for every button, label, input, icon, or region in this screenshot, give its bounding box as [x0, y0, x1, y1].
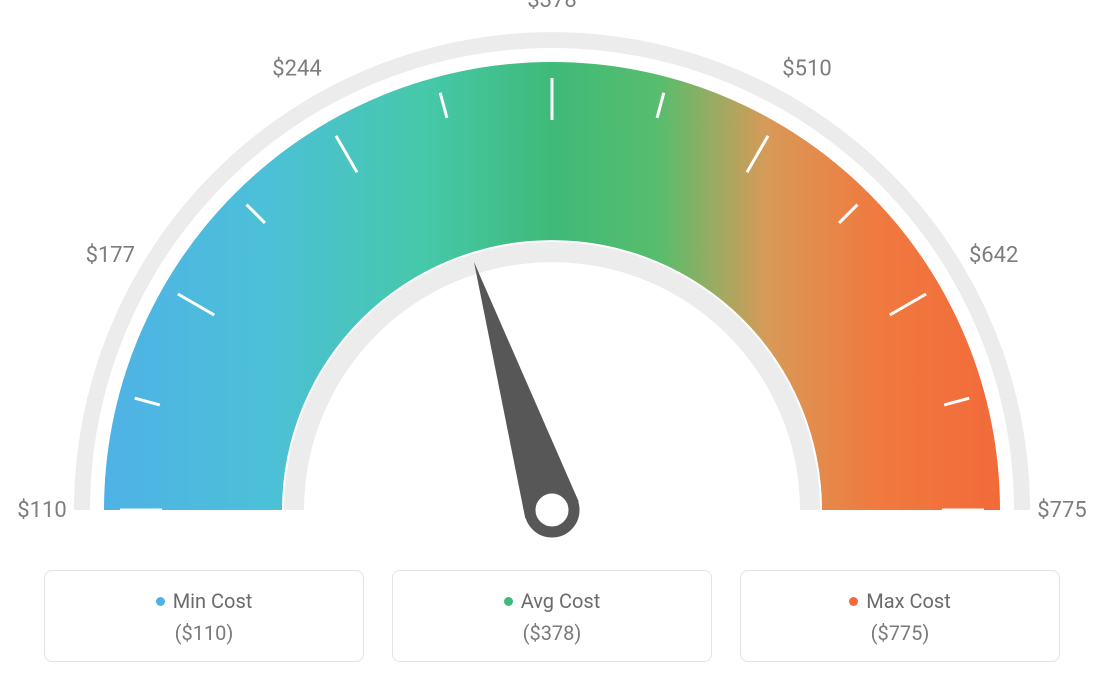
legend-value: ($110) — [55, 621, 353, 645]
legend-card-max-cost: Max Cost ($775) — [740, 570, 1060, 662]
gauge-needle — [474, 262, 579, 518]
legend-label: Avg Cost — [521, 589, 601, 613]
legend-title: Avg Cost — [504, 589, 601, 613]
tick-label: $110 — [17, 498, 66, 523]
legend-title: Min Cost — [156, 589, 253, 613]
legend-value: ($775) — [751, 621, 1049, 645]
legend-dot-icon — [849, 597, 858, 606]
tick-label: $244 — [272, 56, 321, 81]
tick-label: $510 — [782, 56, 831, 81]
tick-label: $642 — [969, 243, 1018, 268]
legend-dot-icon — [156, 597, 165, 606]
tick-label: $378 — [527, 0, 576, 13]
legend-value: ($378) — [403, 621, 701, 645]
legend-label: Min Cost — [173, 589, 253, 613]
legend-title: Max Cost — [849, 589, 951, 613]
legend-dot-icon — [504, 597, 513, 606]
legend-card-avg-cost: Avg Cost ($378) — [392, 570, 712, 662]
gauge-chart: $110 $177 $244 $378 $510 $642 $775 — [0, 0, 1104, 560]
legend-label: Max Cost — [866, 589, 951, 613]
tick-label: $775 — [1037, 498, 1086, 523]
needle-hub — [530, 488, 574, 532]
gauge-svg: $110 $177 $244 $378 $510 $642 $775 — [0, 0, 1104, 560]
legend-card-min-cost: Min Cost ($110) — [44, 570, 364, 662]
tick-label: $177 — [86, 243, 135, 268]
legend-row: Min Cost ($110) Avg Cost ($378) Max Cost ($77… — [0, 570, 1104, 662]
